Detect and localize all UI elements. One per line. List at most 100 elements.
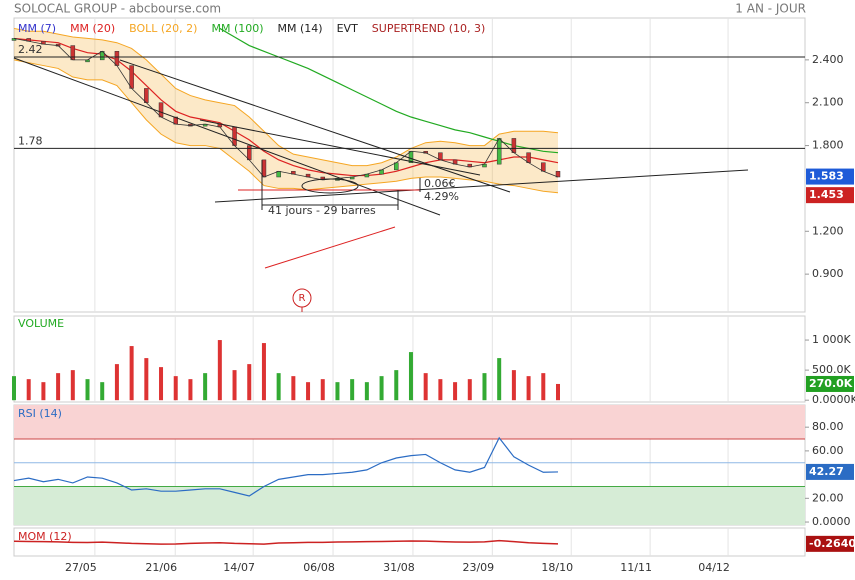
x-tick-label: 06/08 xyxy=(303,561,335,574)
trend-line xyxy=(13,57,441,216)
volume-bar xyxy=(129,346,134,401)
legend-item: MM (14) xyxy=(278,22,323,35)
volume-bar xyxy=(276,373,281,401)
volume-bar xyxy=(453,382,458,401)
volume-bar xyxy=(261,343,266,401)
x-tick-label: 11/11 xyxy=(620,561,652,574)
price-candle xyxy=(541,162,546,172)
volume-bar xyxy=(379,376,384,401)
volume-bar xyxy=(497,358,502,401)
legend-item: MM (20) xyxy=(70,22,115,35)
y-tick-label: 500.0K xyxy=(812,363,851,376)
annotation: 4.29% xyxy=(424,190,459,203)
volume-bar xyxy=(114,364,119,401)
oversold-zone xyxy=(14,486,805,525)
price-candle xyxy=(526,152,531,163)
x-tick-label: 27/05 xyxy=(65,561,97,574)
price-candle xyxy=(232,126,237,146)
volume-bar xyxy=(41,382,46,401)
y-tick-label: 80.00 xyxy=(812,420,844,433)
plot-layer: 27/05 21/06 14/07 06/08 31/08 23/09 18/10 11/11… xyxy=(11,18,855,574)
level-label: 2.42 xyxy=(18,43,43,56)
price-candle xyxy=(158,102,164,118)
price-line xyxy=(13,38,559,181)
rsi-line xyxy=(13,436,559,497)
volume-bar xyxy=(100,382,105,401)
bollinger-lower xyxy=(13,59,559,194)
volume-bar xyxy=(541,373,546,401)
value-badge-label: 1.453 xyxy=(809,188,844,201)
y-tick-label: 0.0000 xyxy=(812,515,851,528)
legend-item: BOLL (20, 2) xyxy=(129,22,197,35)
volume-bar xyxy=(350,379,355,401)
volume-bar xyxy=(159,367,164,401)
ellipse xyxy=(301,178,359,194)
x-tick-label: 04/12 xyxy=(698,561,730,574)
y-tick-label: 2.100 xyxy=(812,96,844,109)
bollinger-upper xyxy=(13,27,559,167)
header-title: SOLOCAL GROUP - abcbourse.com xyxy=(14,2,221,16)
ma-line xyxy=(219,27,559,154)
price-panel xyxy=(13,17,806,313)
panel-title: MOM (12) xyxy=(18,530,72,543)
trend-line xyxy=(214,169,749,203)
value-badge xyxy=(806,535,854,552)
value-badge xyxy=(806,375,854,392)
price-candle xyxy=(511,138,517,153)
legend-item: MM (7) xyxy=(18,22,56,35)
annotation: 41 jours - 29 barres xyxy=(268,204,376,217)
overbought-zone xyxy=(14,405,805,440)
price-candle xyxy=(114,51,120,66)
x-tick-label: 18/10 xyxy=(541,561,573,574)
x-tick-label: 23/09 xyxy=(462,561,494,574)
price-candle xyxy=(261,159,267,178)
volume-bar xyxy=(85,379,90,401)
volume-bar xyxy=(26,379,31,401)
panel-title: RSI (14) xyxy=(18,407,62,420)
y-tick-label: 0.900 xyxy=(812,267,844,280)
annotation: 0.06€ xyxy=(424,177,456,190)
volume-bar xyxy=(12,376,16,401)
volume-bar xyxy=(144,358,149,401)
volume-bar xyxy=(56,373,61,401)
volume-bar xyxy=(291,376,296,401)
volume-bar xyxy=(306,382,311,401)
x-tick-label: 31/08 xyxy=(383,561,415,574)
value-badge xyxy=(806,187,854,204)
y-tick-label: 0.0000K xyxy=(812,393,855,406)
volume-bar xyxy=(247,364,252,401)
event-label: R xyxy=(299,293,306,304)
y-tick-label: 1.200 xyxy=(812,224,844,237)
y-tick-label: 1 000K xyxy=(812,333,851,346)
y-tick-label: 1.800 xyxy=(812,139,844,152)
price-candle xyxy=(246,145,252,161)
volume-bar xyxy=(320,379,325,401)
x-tick-label: 21/06 xyxy=(145,561,177,574)
volume-bar xyxy=(364,382,369,401)
mom-panel xyxy=(13,527,806,557)
y-tick-label: 60.00 xyxy=(812,444,844,457)
volume-bar xyxy=(482,373,487,401)
legend-item: MM (100) xyxy=(211,22,263,35)
mom-line xyxy=(13,539,559,545)
ma-line xyxy=(13,37,559,177)
volume-bar xyxy=(232,370,237,401)
drawings xyxy=(13,57,749,312)
volume-bar xyxy=(203,373,208,401)
volume-bar xyxy=(394,370,399,401)
price-candle xyxy=(144,88,149,103)
y-tick-label: 2.400 xyxy=(812,53,844,66)
volume-bar xyxy=(70,370,75,401)
volume-bar xyxy=(438,379,443,401)
value-badge xyxy=(806,463,854,480)
level-label: 1.78 xyxy=(18,134,43,147)
bollinger-band xyxy=(14,28,558,193)
trend-line xyxy=(119,59,511,193)
price-candle xyxy=(129,65,134,89)
volume-bar xyxy=(217,340,222,401)
trend-line xyxy=(199,119,481,176)
price-candle xyxy=(70,45,76,61)
volume-bar xyxy=(188,379,193,401)
volume-bar xyxy=(467,379,472,401)
